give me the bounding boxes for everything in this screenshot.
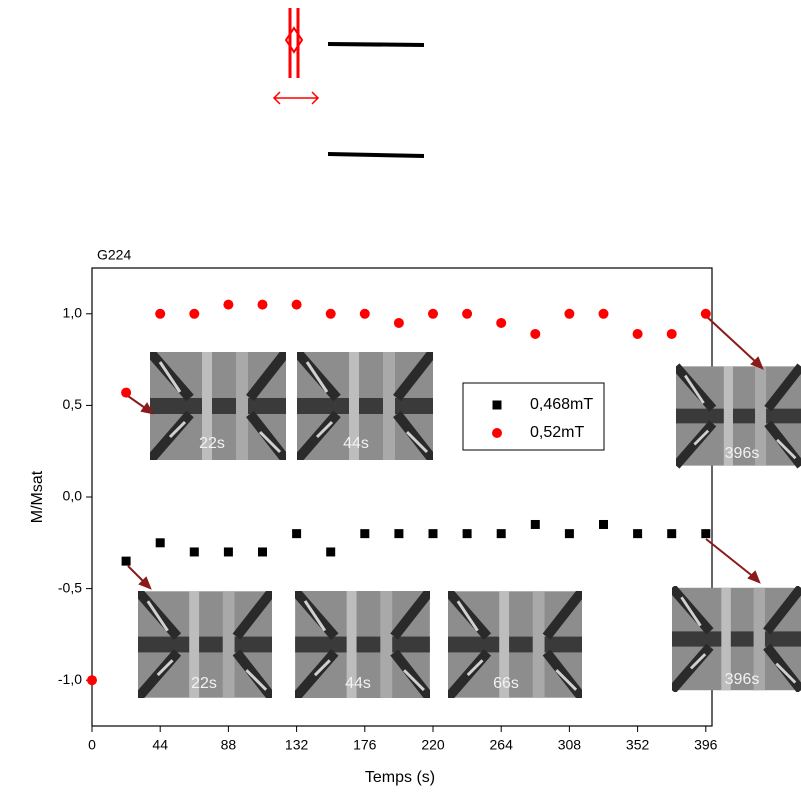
legend [462,382,605,451]
x-tick-label: 176 [353,737,377,753]
legend-marker [492,400,502,410]
x-tick-label: 88 [221,737,237,753]
y-axis-label: M/Msat [29,470,46,523]
x-tick-label: 0 [88,737,96,753]
point [598,308,609,319]
point [530,328,541,339]
point [87,675,97,686]
y-tick-label: -1,0 [58,671,82,687]
x-tick-label: 132 [285,737,309,753]
point [155,308,166,319]
point [564,308,575,319]
point [325,308,336,319]
point [189,308,200,319]
x-tick-label: 264 [490,737,514,753]
point [121,556,131,566]
image-label: 44s [345,675,371,692]
legend-marker [492,428,502,438]
y-tick-label: 1,0 [63,305,83,321]
point [428,529,438,539]
point [393,317,404,328]
point [326,547,336,557]
arrows [124,315,764,590]
point [462,529,472,539]
point [223,299,234,310]
image-label: 22s [199,435,225,452]
point [155,538,165,548]
point [666,328,677,339]
image-label: 22s [191,675,217,692]
legend-label: 0,468mT [530,396,593,413]
point [258,547,267,557]
x-tick-label: 308 [558,737,582,753]
point [394,529,404,539]
point [496,529,506,539]
x-tick-label: 352 [626,737,650,753]
point [564,529,574,539]
y-tick-label: -0,5 [58,579,82,595]
point [292,529,302,539]
image-label: 44s [343,435,369,452]
point [121,387,132,398]
sample-diagram [272,8,425,158]
image-label: 396s [725,445,760,462]
point [701,529,711,539]
point [462,308,473,319]
y-tick-label: 0,0 [63,488,83,504]
x-tick-label: 220 [421,737,445,753]
point [633,529,643,539]
point [700,308,711,319]
image-insets: 22s 44s 396s 22s 44s 66s 396s [138,352,801,698]
point [359,308,370,319]
x-tick-label: 396 [694,737,718,753]
image-label: 66s [493,675,519,692]
x-axis-label: Temps (s) [365,769,435,786]
point [599,519,608,529]
point [530,519,540,529]
x-tick-label: 44 [152,737,168,753]
legend-label: 0,52mT [530,424,584,441]
chart-title: G224 [97,247,131,263]
point [257,299,268,310]
point [667,529,677,539]
point [496,317,507,328]
point [291,299,302,310]
image-label: 396s [725,671,760,688]
point [428,308,438,319]
point [360,529,370,539]
point [223,547,233,557]
point [632,328,643,339]
point [189,547,199,557]
y-tick-label: 0,5 [63,396,83,412]
